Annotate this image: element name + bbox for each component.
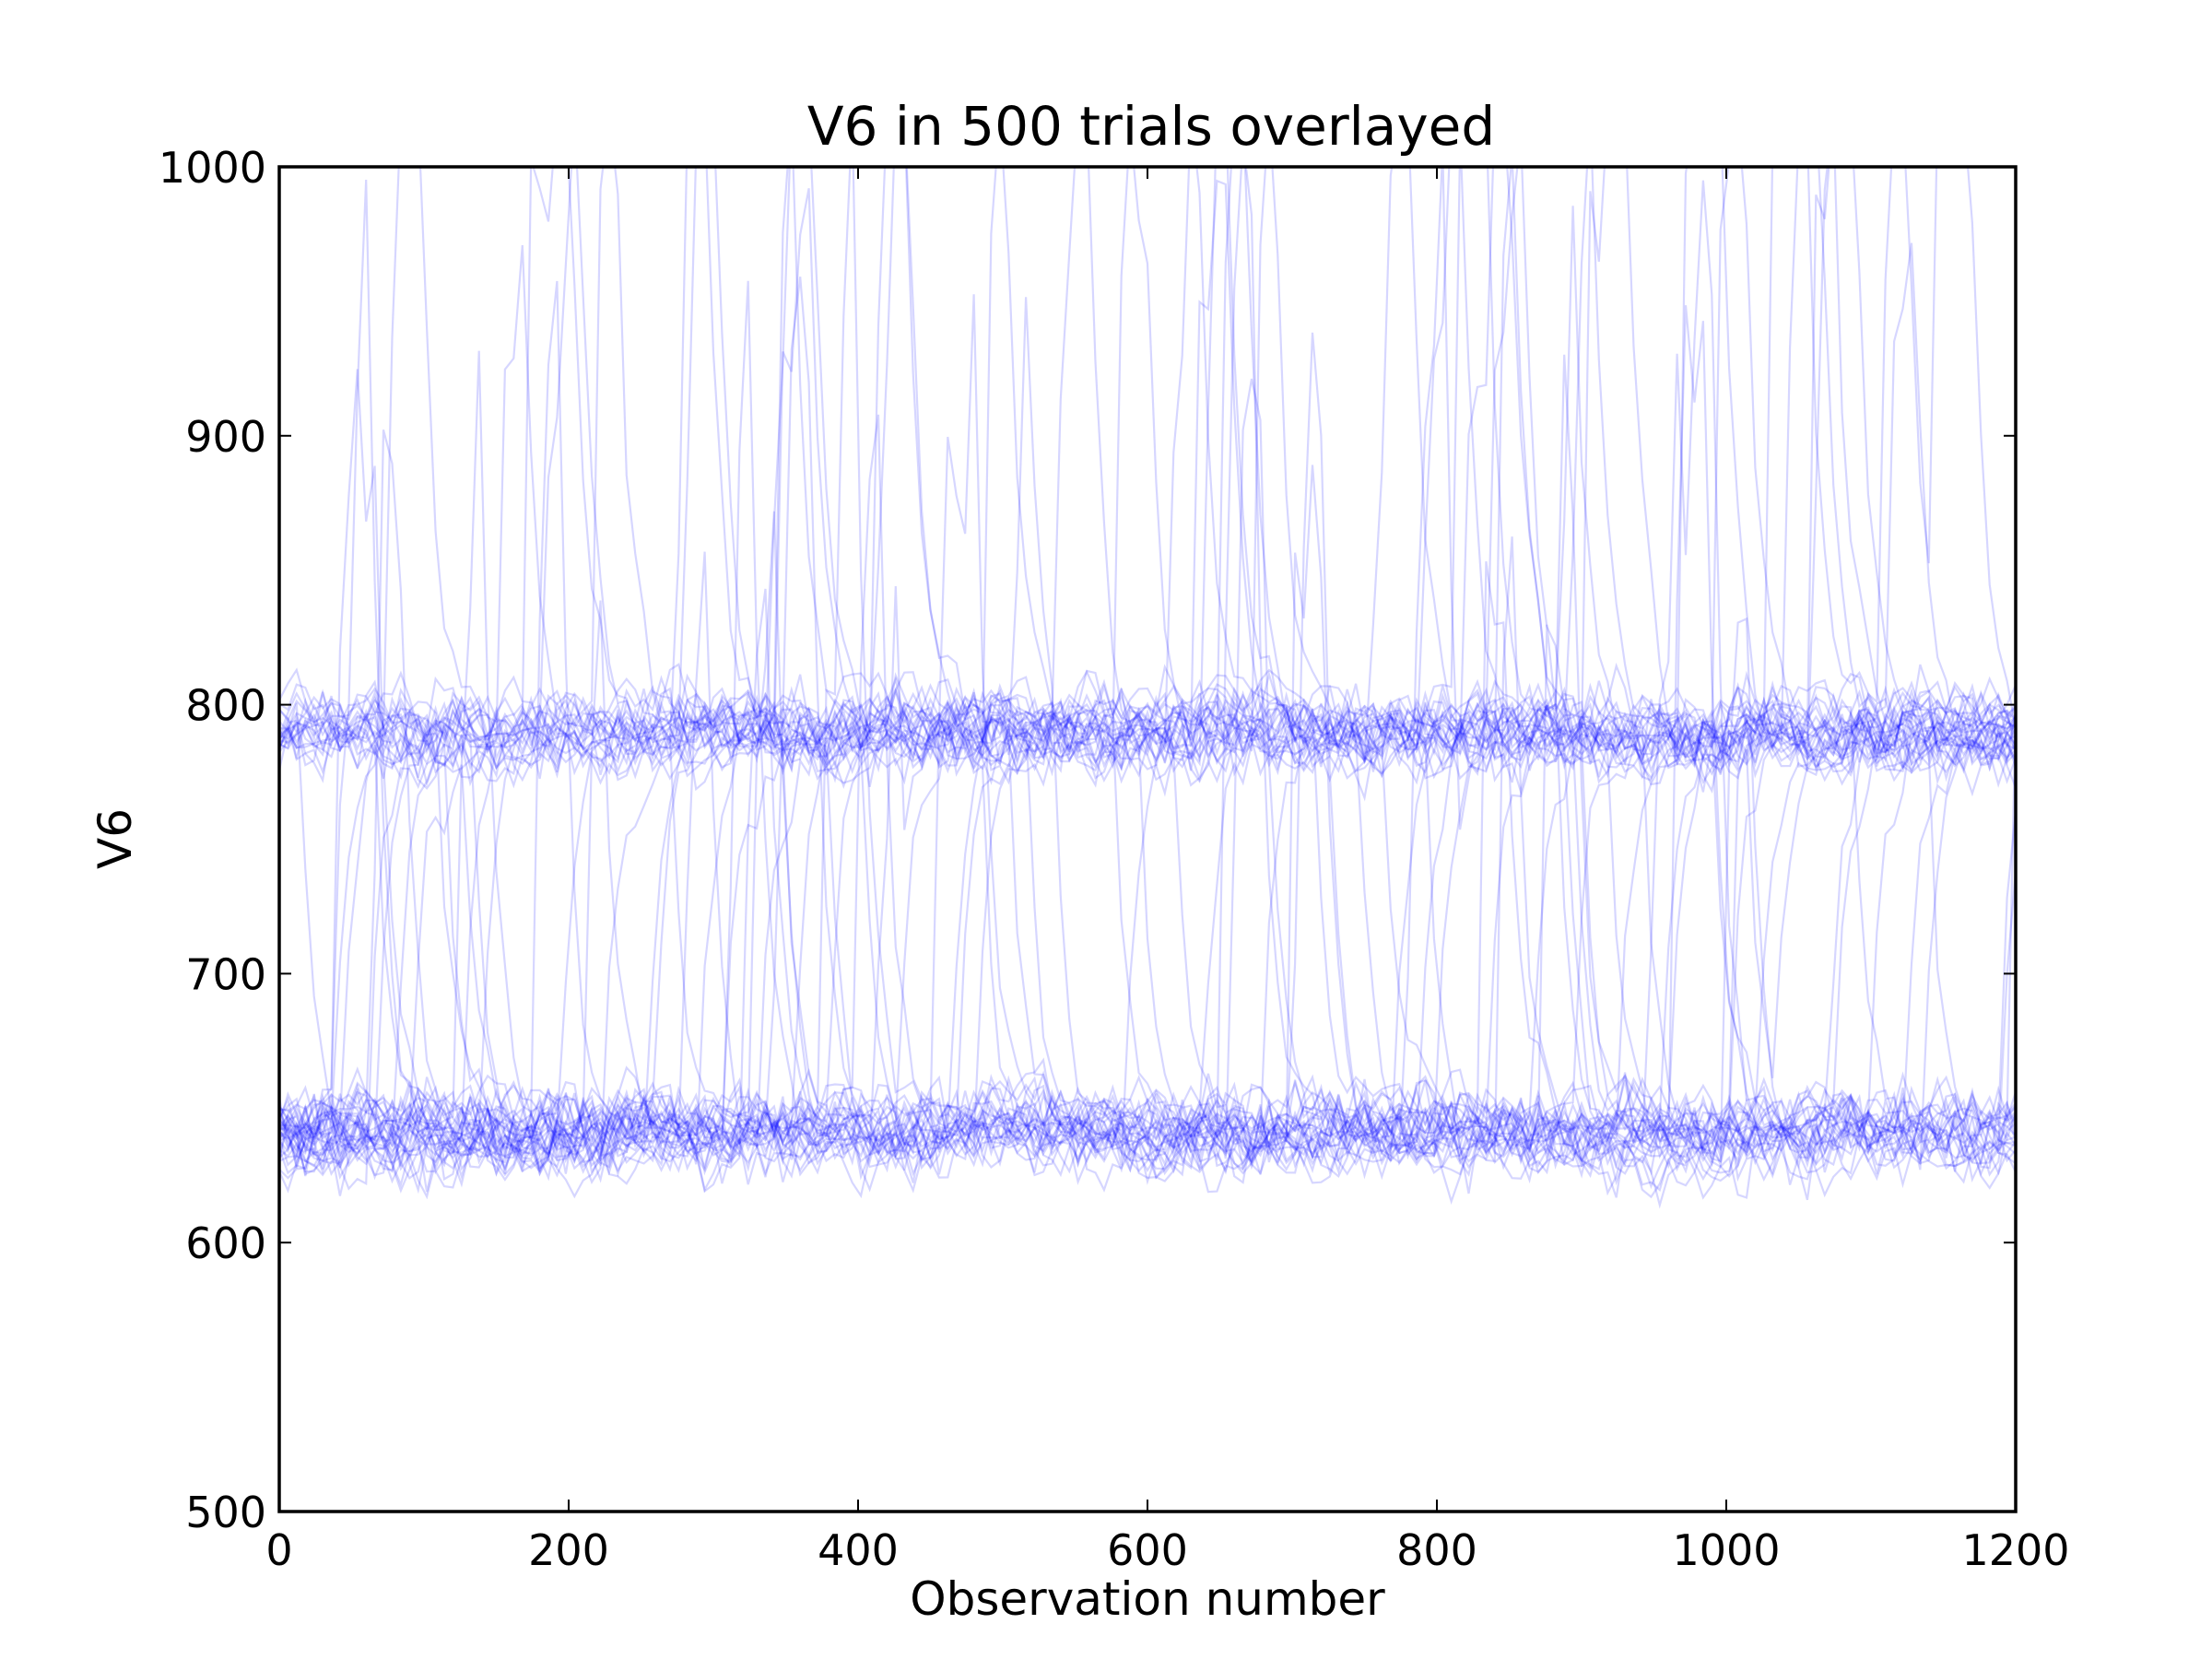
trial-line — [279, 167, 2016, 1201]
trial-line — [279, 465, 2016, 1178]
trial-line — [279, 711, 2016, 1194]
trial-line — [279, 188, 2016, 1174]
trial-line — [279, 167, 2016, 784]
trial-line — [279, 167, 2016, 1176]
x-tick-label: 400 — [818, 1525, 899, 1575]
y-axis-tick-labels: 500 600 700 800 900 1000 — [159, 143, 266, 1537]
trial-line — [279, 687, 2016, 1200]
trial-line — [279, 686, 2016, 1190]
trial-line — [279, 551, 2016, 1193]
trial-line — [279, 167, 2016, 1182]
chart-title: V6 in 500 trials overlayed — [807, 95, 1495, 158]
trial-line — [279, 695, 2016, 1198]
y-tick-label: 900 — [185, 412, 266, 462]
trial-line — [279, 167, 2016, 796]
x-tick-label: 600 — [1107, 1525, 1188, 1575]
trial-line — [279, 354, 2016, 1185]
trial-line — [279, 179, 2016, 1199]
trial-line — [279, 167, 2016, 1194]
trial-line — [279, 167, 2016, 782]
trial-line — [279, 167, 2016, 1191]
x-tick-label: 0 — [265, 1525, 292, 1575]
y-axis-title: V6 — [88, 808, 142, 869]
trial-line — [279, 167, 2016, 1150]
x-tick-label: 1200 — [1961, 1525, 2069, 1575]
plot-frame — [277, 165, 2018, 1513]
trial-line — [279, 179, 2016, 1182]
trial-line — [279, 683, 2016, 769]
trial-line — [279, 669, 2016, 1184]
trial-line — [279, 276, 2016, 1194]
trial-line — [279, 600, 2016, 1182]
trial-line — [279, 167, 2016, 780]
trial-line — [279, 167, 2016, 1182]
y-tick-label: 1000 — [159, 143, 266, 193]
trial-line — [279, 429, 2016, 1199]
trial-line — [279, 680, 2016, 785]
trial-line — [279, 167, 2016, 1184]
trial-line — [279, 678, 2016, 785]
y-tick-label: 800 — [185, 681, 266, 731]
trial-line — [279, 167, 2016, 1194]
trial-line — [279, 167, 2016, 1172]
x-tick-label: 800 — [1396, 1525, 1477, 1575]
trial-line — [279, 167, 2016, 1166]
trial-line — [279, 297, 2016, 1199]
trial-line — [279, 675, 2016, 789]
y-tick-label: 600 — [185, 1218, 266, 1268]
trial-line — [279, 688, 2016, 1185]
trial-line — [279, 588, 2016, 1194]
trial-line — [279, 691, 2016, 1177]
trial-line — [279, 167, 2016, 1181]
trial-line — [279, 167, 2016, 1155]
y-tick-label: 700 — [185, 949, 266, 999]
y-tick-label: 500 — [185, 1488, 266, 1537]
trial-line — [279, 294, 2016, 1206]
trial-line — [279, 167, 2016, 1171]
x-axis-tick-labels: 0 200 400 600 800 1000 1200 — [265, 1525, 2069, 1575]
trial-line — [279, 167, 2016, 1183]
trial-line — [279, 378, 2016, 1200]
trial-line — [279, 167, 2016, 1193]
trial-line — [279, 167, 2016, 1182]
x-tick-label: 200 — [528, 1525, 609, 1575]
trial-line — [279, 687, 2016, 1188]
trial-line — [279, 686, 2016, 1184]
trial-line — [279, 670, 2016, 1175]
trial-line — [279, 617, 2016, 1190]
x-axis-title: Observation number — [910, 1572, 1385, 1626]
trial-line — [279, 280, 2016, 1199]
trial-line — [279, 721, 2016, 1182]
trial-line — [279, 167, 2016, 1180]
trial-line — [279, 167, 2016, 1177]
x-tick-label: 1000 — [1672, 1525, 1780, 1575]
trial-line — [279, 167, 2016, 1175]
trial-line — [279, 687, 2016, 1182]
trial-line — [279, 667, 2016, 1193]
trial-line — [279, 1075, 2016, 1196]
trial-line — [279, 690, 2016, 1198]
trial-line — [279, 560, 2016, 1209]
